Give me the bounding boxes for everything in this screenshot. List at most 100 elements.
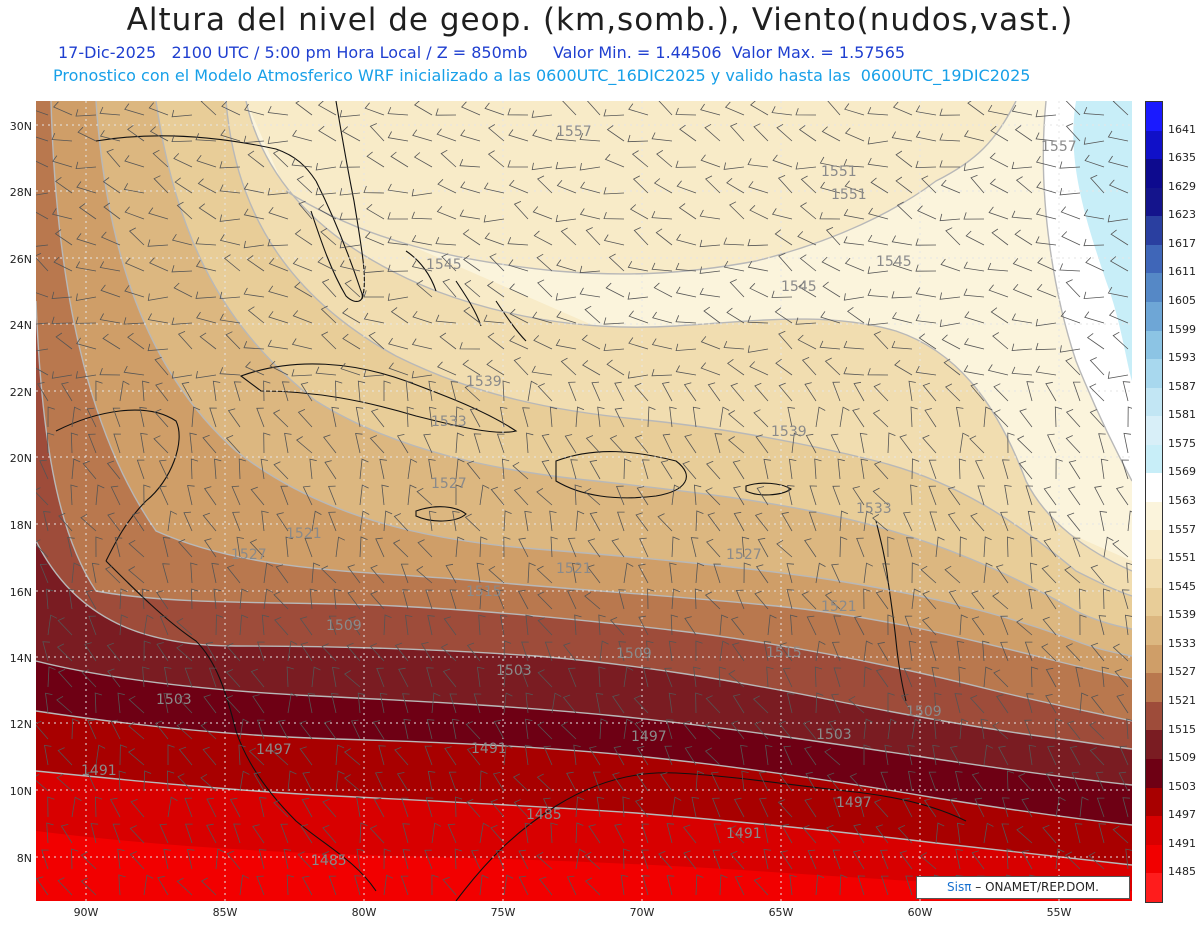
wind-barb [147,293,169,301]
wind-barb [490,486,505,506]
wind-barb [832,381,841,402]
wind-barb [790,614,798,636]
wind-barb [610,617,625,636]
wind-barb [1086,333,1105,350]
contour-label: 1503 [156,692,192,708]
wind-barb [71,796,82,818]
wind-barb [723,162,745,170]
wind-barb [1035,342,1057,351]
wind-barb [943,358,961,376]
wind-barb [46,822,54,844]
wind-barb [379,692,388,714]
wind-barb [373,797,385,818]
wind-barb [628,103,649,116]
wind-barb [294,229,313,246]
wind-barb [1024,719,1033,740]
wind-barb [922,590,937,610]
wind-barb [123,317,145,325]
wind-barb [203,694,217,714]
wind-barb [455,406,464,428]
wind-barb [670,614,679,636]
wind-barb [614,407,625,428]
wind-barb [118,874,126,896]
wind-barb [357,692,366,714]
wind-barb [826,824,841,844]
wind-barb [487,332,505,350]
wind-barb [1001,797,1010,818]
wind-barb [911,562,920,584]
wind-barb [955,848,963,870]
wind-barb [658,101,673,116]
wind-barb [987,364,1009,376]
wind-barb [215,614,224,636]
wind-barb [983,744,994,766]
wind-barb [61,382,73,402]
wind-barb [200,721,217,740]
wind-barb [444,746,457,766]
wind-barb [639,537,649,558]
wind-barb [476,666,485,688]
wind-barb [651,368,673,377]
wind-barb [589,459,601,480]
wind-barb [991,228,1009,246]
wind-barb [798,125,817,142]
wind-barb [733,797,745,818]
wind-barb [503,692,513,714]
wind-barb [967,101,985,116]
wind-barb [1065,101,1081,116]
wind-barb [127,124,145,142]
wind-barb [167,744,175,765]
coast-south-america [455,772,967,901]
wind-barb [455,484,463,505]
wind-barb [935,822,945,844]
wind-barb [287,640,298,662]
wind-barb [922,434,937,454]
wind-barb [1042,824,1057,844]
wind-barb [939,160,960,168]
wind-barb [532,206,553,220]
wind-barb [356,796,364,818]
wind-barb [503,744,513,766]
wind-barb [921,617,937,636]
wind-barb [261,614,270,636]
wind-barb [340,362,361,376]
wind-barb [1103,536,1114,558]
wind-barb [891,131,913,142]
wind-barb [88,433,97,454]
wind-barb [215,848,225,870]
wind-barb [964,311,985,324]
wind-barb [628,337,649,350]
contour-label: 1485 [526,807,562,823]
wind-barb [758,771,769,792]
wind-barb [587,538,601,558]
wind-barb [429,406,437,428]
wind-barb [867,318,889,326]
contour-label: 1557 [556,124,592,140]
wind-barb [1099,510,1108,532]
wind-barb [604,153,625,168]
wind-barb [117,692,125,714]
wind-barb [492,772,505,792]
wind-barb [904,615,913,636]
wind-barb [233,381,242,402]
wind-barb [993,669,1009,688]
wind-barb [815,640,826,662]
wind-barb [1083,209,1105,220]
wind-barb [335,744,345,766]
wind-barb [206,797,217,818]
wind-barb [322,798,337,818]
wind-barb [450,381,459,402]
wind-barb [606,359,625,376]
wind-barb [922,382,937,402]
wind-barb [1001,459,1010,480]
wind-barb [707,512,721,532]
wind-barb [36,348,49,352]
wind-barb [555,132,577,142]
wind-barb [1098,823,1106,844]
colorbar-swatch [1146,587,1162,617]
wind-barb [531,162,553,171]
wind-barb [1072,537,1081,558]
wind-barb [294,281,313,298]
wind-barb [195,260,217,272]
wind-barb [695,874,704,896]
